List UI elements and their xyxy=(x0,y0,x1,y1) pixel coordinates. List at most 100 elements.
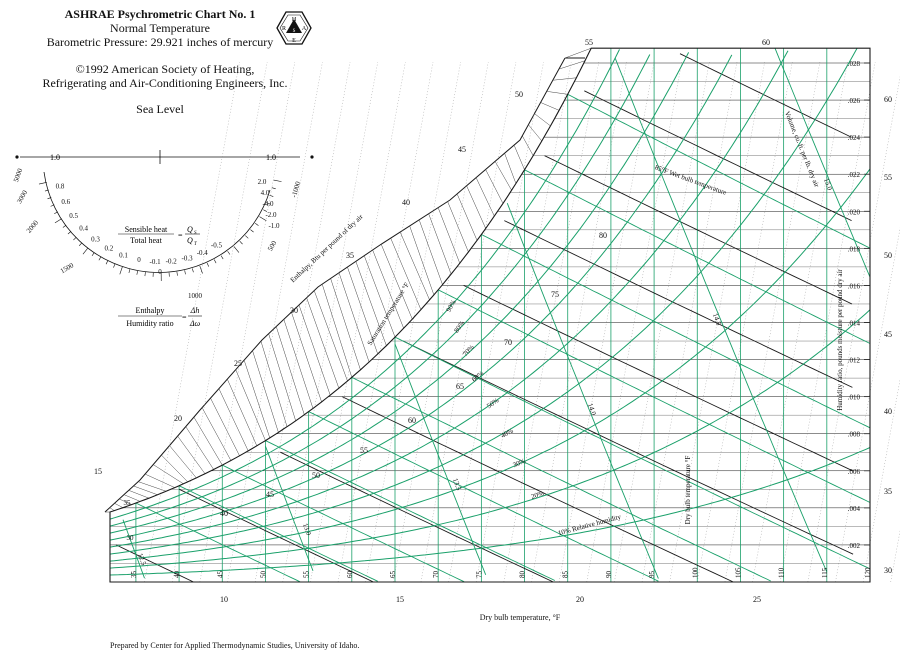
dotted-guide-line xyxy=(779,61,876,583)
dotted-guide-line xyxy=(144,61,240,583)
enthalpy-scale-label: 35 xyxy=(346,251,354,260)
protractor-tick xyxy=(82,247,89,255)
enthalpy-scale-label: 30 xyxy=(290,306,298,315)
wet-bulb-inline-label: 80 xyxy=(599,231,607,240)
protractor-tick xyxy=(273,179,282,182)
enthalpy-line xyxy=(584,90,852,222)
protractor-enthalpy-label: 5000 xyxy=(12,167,24,183)
chart-subtitle: Normal Temperature xyxy=(110,21,210,35)
wet-bulb-line xyxy=(437,289,871,503)
relative-humidity-curve xyxy=(109,52,690,534)
enthalpy-scale-label: 20 xyxy=(174,414,182,423)
enthalpy-line xyxy=(179,488,374,583)
dry-bulb-tick-label: 75 xyxy=(475,571,483,579)
protractor-arc-label: 0.1 xyxy=(119,251,128,259)
delta-w: Δω xyxy=(189,319,201,328)
enthalpy-hatch-line xyxy=(243,360,271,438)
protractor-tick xyxy=(192,268,194,273)
volume-inline-label: 12.5 xyxy=(136,552,148,567)
enthalpy-line xyxy=(679,53,852,138)
protractor-tick xyxy=(50,204,55,207)
protractor-arc-label: 2.0 xyxy=(258,178,267,186)
dotted-guide-line xyxy=(697,61,793,583)
humidity-ratio-tick-label: .012 xyxy=(848,357,861,365)
dry-bulb-tick-label: 110 xyxy=(778,567,786,578)
protractor-enthalpy-label: 3000 xyxy=(15,189,29,206)
volume-inline-label: 14.5 xyxy=(711,312,723,327)
protractor-arc-label: -0.2 xyxy=(166,257,178,265)
relative-humidity-curve xyxy=(109,49,620,520)
dotted-guide-line xyxy=(890,530,900,583)
enthalpy-hatch-line xyxy=(123,494,141,502)
protractor-arc-label: -0.4 xyxy=(197,249,209,257)
enthalpy-hatch-line xyxy=(169,445,197,479)
enthalpy-line xyxy=(402,340,854,555)
dotted-guide-line xyxy=(475,61,572,583)
humidity-ratio-tick-label: .020 xyxy=(848,208,861,216)
wet-bulb-line xyxy=(178,485,378,582)
protractor-tick xyxy=(73,237,77,241)
humidity-ratio-tick-label: .018 xyxy=(848,245,861,253)
dry-bulb-tick-label: 65 xyxy=(389,571,397,579)
right-enthalpy-label: 55 xyxy=(884,173,892,182)
protractor-tick xyxy=(233,246,240,253)
protractor-tick xyxy=(184,270,186,275)
protractor-arc-label: -2.0 xyxy=(265,211,277,219)
enthalpy-scale-label: 45 xyxy=(458,145,466,154)
saturation-inline-label: 30 xyxy=(127,534,135,542)
relative-humidity-label: 60% xyxy=(470,369,485,383)
enthalpy-hatch-line xyxy=(437,207,461,264)
enthalpy-hatch-line xyxy=(355,261,387,346)
wet-bulb-line xyxy=(265,440,555,581)
enthalpy-scale-label: 15 xyxy=(94,467,102,476)
dotted-guide-line xyxy=(393,61,489,583)
volume-inline-label: 15.0 xyxy=(822,177,834,192)
protractor-arc-label: -0.1 xyxy=(149,258,161,266)
wet-bulb-line xyxy=(135,502,301,583)
enthalpy-hatch-line xyxy=(528,124,543,142)
dry-bulb-tick-label: 105 xyxy=(734,567,742,578)
wet-bulb-inline-label: 40 xyxy=(220,509,228,518)
dotted-guide-line xyxy=(531,61,627,583)
dotted-guide-line xyxy=(365,61,461,583)
enthalpy-hatch-line xyxy=(283,319,314,409)
enthalpy-hatch-line xyxy=(138,481,167,492)
protractor-tick xyxy=(213,259,217,264)
dry-bulb-tick-label: 100 xyxy=(691,567,699,578)
protractor-arc-label: 0 xyxy=(137,256,141,264)
relative-humidity-curve xyxy=(109,309,871,569)
enthalpy-hatch-line xyxy=(128,490,149,499)
protractor-enthalpy-label: 0 xyxy=(158,268,162,276)
enthalpy-hatch-line xyxy=(494,161,512,191)
humidity-ratio-tick-label: .002 xyxy=(848,542,861,550)
x-axis-label: Dry bulb temperature, °F xyxy=(480,613,561,622)
pressure-note: Barometric Pressure: 29.921 inches of me… xyxy=(46,35,274,49)
humidity-ratio-tick-label: .004 xyxy=(848,505,861,513)
enthalpy-scale-line xyxy=(104,57,566,513)
protractor-tick xyxy=(54,218,62,224)
enthalpy-hatch-line xyxy=(109,507,115,511)
enthalpy-hatch-line xyxy=(218,388,249,451)
protractor-arc-label: 0.8 xyxy=(56,183,65,191)
protractor: 1.0 1.0 0.80.60.50.40.30.20.10 -0.1 -0.2 -0… xyxy=(12,150,314,328)
enthalpy-hatch-line xyxy=(114,503,124,508)
protractor-enthalpy-label: 500 xyxy=(266,239,278,253)
wet-bulb-line xyxy=(481,234,871,429)
copyright-line1: ©1992 American Society of Heating, xyxy=(75,62,255,76)
enthalpy-hatch-line xyxy=(252,350,279,433)
right-enthalpy-label: 45 xyxy=(884,330,892,339)
protractor-arc-label: 0.3 xyxy=(91,236,100,244)
header-block: ASHRAE Psychrometric Chart No. 1 Normal … xyxy=(40,7,280,49)
protractor-arc xyxy=(43,171,271,273)
protractor-tick xyxy=(38,182,47,185)
enthalpy-hatch-line xyxy=(504,153,517,184)
enthalpy-hatch-line xyxy=(119,498,132,505)
relative-humidity-curve xyxy=(109,54,651,527)
enthalpy-hatch-line xyxy=(552,77,577,81)
enthalpy-line xyxy=(544,155,853,305)
wet-bulb-line xyxy=(308,411,659,582)
copyright-line2: Refrigerating and Air-Conditioning Engin… xyxy=(42,76,288,90)
enthalpy-hatch-line xyxy=(227,379,258,446)
protractor-tick xyxy=(176,271,178,276)
enthalpy-hatch-line xyxy=(193,416,223,466)
